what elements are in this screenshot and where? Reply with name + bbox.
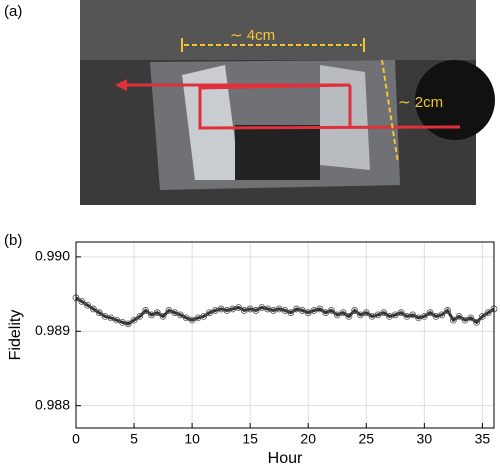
x-axis-label: Hour (268, 450, 303, 467)
point (467, 314, 475, 322)
x-tick-label: 0 (72, 431, 80, 447)
point (426, 309, 434, 317)
point (449, 316, 457, 324)
point (299, 307, 306, 314)
point (438, 311, 446, 319)
point (107, 314, 115, 322)
prism (320, 65, 370, 170)
trend-line (75, 296, 495, 326)
point (409, 311, 417, 319)
point (84, 301, 92, 309)
point (165, 307, 173, 314)
point (322, 309, 330, 317)
point (252, 307, 260, 314)
photo: ∼ 4cm ∼ 2cm (80, 0, 495, 205)
point (333, 311, 341, 319)
x-tick-label: 5 (130, 431, 138, 447)
point (200, 312, 208, 320)
crystal (235, 125, 320, 180)
point (374, 311, 382, 319)
point (142, 307, 150, 314)
plot-frame (75, 241, 495, 429)
point (136, 312, 144, 320)
point (206, 309, 213, 317)
x-tick-label: 10 (184, 431, 200, 447)
x-tick-label: 30 (417, 431, 433, 447)
point (484, 309, 492, 317)
point (357, 311, 364, 319)
point (339, 309, 347, 317)
photo-backdrop (80, 0, 476, 60)
point (188, 316, 196, 324)
y-tick-label: 0.990 (35, 248, 70, 264)
x-tick-label: 35 (475, 431, 491, 447)
y-axis-label: Fidelity (7, 310, 24, 361)
point (397, 309, 405, 317)
x-tick-label: 20 (300, 431, 316, 447)
point (153, 309, 161, 317)
point (78, 298, 86, 305)
panel-label: (a) (4, 3, 22, 20)
dimension (381, 59, 399, 164)
point (455, 312, 463, 320)
point (316, 305, 324, 313)
point (380, 309, 388, 317)
photo-object (415, 60, 495, 140)
point (391, 311, 399, 319)
beam-arrow (115, 79, 127, 91)
panel-label: (b) (4, 232, 22, 249)
point (177, 311, 184, 319)
point (148, 311, 155, 319)
point (304, 309, 312, 317)
point (420, 312, 428, 320)
point (461, 316, 469, 324)
annotation: ∼ 2cm (398, 94, 443, 111)
point (281, 307, 289, 314)
point (159, 312, 167, 320)
point (124, 320, 132, 328)
x-tick-label: 25 (358, 431, 374, 447)
annotation: ∼ 4cm (230, 27, 275, 44)
x-tick-label: 15 (242, 431, 258, 447)
y-tick-label: 0.988 (35, 396, 70, 412)
point (287, 309, 295, 317)
point (95, 309, 103, 317)
point (130, 316, 138, 324)
point (171, 309, 179, 317)
plot-area (76, 242, 494, 428)
point (351, 307, 359, 314)
point (182, 314, 190, 322)
point (362, 309, 370, 317)
point (90, 305, 97, 313)
point (113, 316, 121, 324)
point (235, 304, 242, 311)
prism (182, 65, 240, 180)
point (345, 312, 353, 320)
point (444, 307, 451, 314)
point (328, 307, 335, 314)
y-tick-label: 0.989 (35, 322, 70, 338)
point (478, 312, 486, 320)
point (473, 318, 480, 326)
